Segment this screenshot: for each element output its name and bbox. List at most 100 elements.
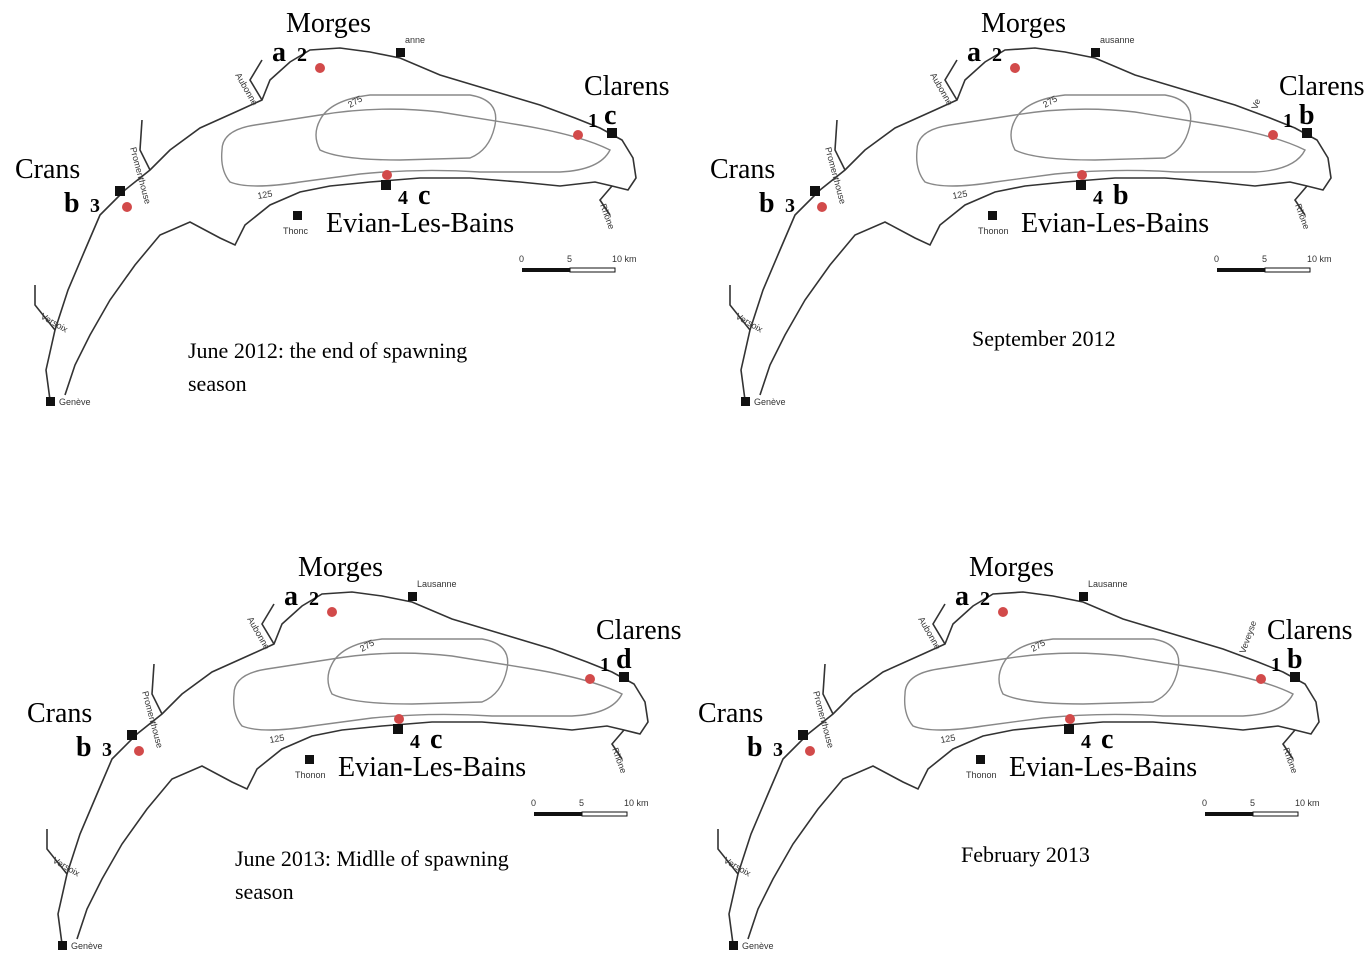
town-label: Thonon [966, 770, 997, 780]
river [1281, 729, 1296, 760]
town-label: Genève [742, 941, 774, 951]
site-marker [1290, 672, 1300, 682]
town-marker [58, 941, 67, 950]
town-marker [976, 755, 985, 764]
site-number: 3 [90, 195, 100, 217]
scale-bar [581, 811, 628, 817]
site-dot [585, 674, 595, 684]
caption: February 2013 [961, 842, 1090, 867]
town-marker [988, 211, 997, 220]
site-city: Morges [286, 8, 371, 39]
site-city: Morges [969, 552, 1054, 583]
isobath [1010, 94, 1192, 161]
site-number: 4 [398, 187, 408, 209]
site-marker [1302, 128, 1312, 138]
site-number: 2 [980, 588, 990, 610]
site-marker [1076, 180, 1086, 190]
river [261, 603, 275, 645]
river-label: Rhône [610, 746, 628, 774]
isobath [915, 108, 1306, 187]
site-number: 3 [773, 739, 783, 761]
site-city: Crans [698, 698, 763, 729]
town-marker [305, 755, 314, 764]
scale-label: 10 km [612, 254, 637, 264]
river-label: Promenthouse [811, 690, 836, 749]
site-city: Crans [27, 698, 92, 729]
river [717, 829, 739, 875]
town-label: Genève [754, 397, 786, 407]
caption: June 2013: Midlle of spawning [235, 846, 509, 871]
site-dot [1065, 714, 1075, 724]
river [944, 59, 958, 101]
site-city: Clarens [584, 71, 670, 102]
site-marker [1064, 724, 1074, 734]
town-marker [46, 397, 55, 406]
river [598, 185, 613, 216]
site-city: Clarens [596, 615, 682, 646]
caption: June 2012: the end of spawning [188, 338, 467, 363]
scale-label: 0 [519, 254, 524, 264]
river [34, 285, 56, 331]
shoreline [728, 591, 1320, 945]
river-label: Promenthouse [128, 146, 153, 205]
map-panel: AubonnePromenthouseVersoixRhôneVeveyse27… [698, 552, 1353, 951]
site-city: Evian-Les-Bains [338, 752, 526, 783]
river [729, 285, 751, 331]
site-number: 1 [588, 110, 598, 132]
river [249, 59, 263, 101]
site-dot [122, 202, 132, 212]
site-number: 3 [785, 195, 795, 217]
caption: season [235, 879, 294, 904]
isobath [232, 652, 623, 731]
isobath [220, 108, 611, 187]
river [932, 603, 946, 645]
site-number: 1 [1283, 110, 1293, 132]
river [834, 119, 846, 171]
site-marker [393, 724, 403, 734]
site-dot [1268, 130, 1278, 140]
caption: September 2012 [972, 326, 1116, 351]
site-marker [619, 672, 629, 682]
site-group: a [967, 37, 981, 68]
site-group: b [747, 732, 763, 763]
site-marker [607, 128, 617, 138]
river [1293, 185, 1308, 216]
town-label: ausanne [1100, 35, 1135, 45]
site-marker [810, 186, 820, 196]
site-group: b [1287, 644, 1303, 675]
river-label: Rhône [1281, 746, 1299, 774]
site-group: a [272, 37, 286, 68]
site-marker [381, 180, 391, 190]
site-dot [315, 63, 325, 73]
site-city: Clarens [1279, 71, 1364, 102]
shoreline [57, 591, 649, 945]
town-marker [408, 592, 417, 601]
site-dot [134, 746, 144, 756]
scale-bar [1264, 267, 1311, 273]
map-panel: AubonnePromenthouseVersoixRhône275125Lau… [27, 552, 682, 951]
site-dot [573, 130, 583, 140]
site-city: Evian-Les-Bains [326, 208, 514, 239]
site-dot [327, 607, 337, 617]
site-dot [1256, 674, 1266, 684]
shoreline [740, 47, 1332, 401]
town-label: Thonon [978, 226, 1009, 236]
site-number: 1 [600, 654, 610, 676]
river-label: Promenthouse [140, 690, 165, 749]
town-label: Genève [59, 397, 91, 407]
scale-bar [534, 812, 582, 816]
scale-label: 0 [531, 798, 536, 808]
isobath [998, 638, 1180, 705]
site-number: 2 [297, 44, 307, 66]
scale-label: 5 [1262, 254, 1267, 264]
town-label: Lausanne [417, 579, 457, 589]
river-label: Rhône [1293, 202, 1311, 230]
scale-bar [569, 267, 616, 273]
site-group: c [1101, 724, 1113, 755]
river [822, 663, 834, 715]
site-group: b [1299, 100, 1315, 131]
river-label: Promenthouse [823, 146, 848, 205]
river [610, 729, 625, 760]
site-group: b [76, 732, 92, 763]
site-dot [998, 607, 1008, 617]
